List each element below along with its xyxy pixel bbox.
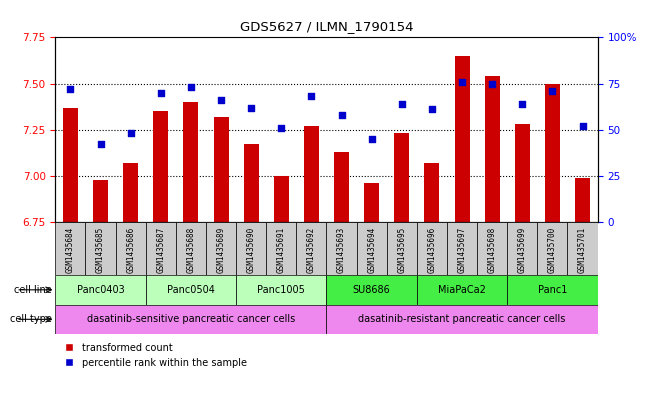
Point	[426, 106, 437, 112]
Bar	[184, 102, 199, 222]
Bar	[507, 275, 598, 305]
Bar	[326, 305, 598, 334]
Bar	[146, 275, 236, 305]
Point	[186, 84, 196, 90]
Bar	[296, 222, 326, 275]
Bar	[537, 222, 568, 275]
Point	[487, 81, 497, 87]
Bar	[304, 126, 319, 222]
Bar	[326, 222, 357, 275]
Point	[216, 97, 227, 103]
Bar	[417, 275, 507, 305]
Bar	[236, 275, 326, 305]
Bar	[93, 180, 108, 222]
Bar	[334, 152, 349, 222]
Point	[547, 88, 558, 94]
Point	[65, 86, 76, 92]
Bar	[153, 111, 169, 222]
Bar	[243, 145, 258, 222]
Text: GSM1435700: GSM1435700	[548, 226, 557, 272]
Text: GSM1435687: GSM1435687	[156, 226, 165, 272]
Text: GSM1435691: GSM1435691	[277, 226, 286, 272]
Bar	[357, 222, 387, 275]
Legend: transformed count, percentile rank within the sample: transformed count, percentile rank withi…	[60, 339, 251, 371]
Text: GDS5627 / ILMN_1790154: GDS5627 / ILMN_1790154	[240, 20, 413, 33]
Text: GSM1435694: GSM1435694	[367, 226, 376, 272]
Text: GSM1435685: GSM1435685	[96, 226, 105, 272]
Bar	[447, 222, 477, 275]
Bar	[568, 222, 598, 275]
Bar	[146, 222, 176, 275]
Text: dasatinib-resistant pancreatic cancer cells: dasatinib-resistant pancreatic cancer ce…	[358, 314, 566, 324]
Text: GSM1435699: GSM1435699	[518, 226, 527, 272]
Bar	[236, 222, 266, 275]
Text: GSM1435684: GSM1435684	[66, 226, 75, 272]
Bar	[266, 222, 296, 275]
Text: GSM1435686: GSM1435686	[126, 226, 135, 272]
Bar	[55, 275, 146, 305]
Text: Panc0504: Panc0504	[167, 285, 215, 295]
Bar	[575, 178, 590, 222]
Text: GSM1435696: GSM1435696	[428, 226, 436, 272]
Bar	[206, 222, 236, 275]
Text: GSM1435688: GSM1435688	[186, 226, 195, 272]
Point	[367, 136, 377, 142]
Bar	[515, 124, 530, 222]
Bar	[123, 163, 138, 222]
Text: dasatinib-sensitive pancreatic cancer cells: dasatinib-sensitive pancreatic cancer ce…	[87, 314, 295, 324]
Point	[276, 125, 286, 131]
Text: Panc1005: Panc1005	[257, 285, 305, 295]
Bar	[176, 222, 206, 275]
Bar	[484, 76, 500, 222]
Bar	[326, 275, 417, 305]
Bar	[424, 163, 439, 222]
Text: SU8686: SU8686	[353, 285, 391, 295]
Text: GSM1435697: GSM1435697	[458, 226, 467, 272]
Bar	[507, 222, 537, 275]
Text: GSM1435690: GSM1435690	[247, 226, 256, 272]
Point	[337, 112, 347, 118]
Text: GSM1435693: GSM1435693	[337, 226, 346, 272]
Bar	[116, 222, 146, 275]
Bar	[274, 176, 289, 222]
Text: cell type: cell type	[10, 314, 52, 324]
Point	[457, 79, 467, 85]
Point	[156, 90, 166, 96]
Bar	[55, 222, 85, 275]
Point	[577, 123, 588, 129]
Bar	[214, 117, 229, 222]
Point	[517, 101, 527, 107]
Text: GSM1435689: GSM1435689	[217, 226, 225, 272]
Point	[396, 101, 407, 107]
Bar	[417, 222, 447, 275]
Bar	[477, 222, 507, 275]
Text: Panc0403: Panc0403	[77, 285, 124, 295]
Bar	[395, 133, 409, 222]
Bar	[387, 222, 417, 275]
Bar	[63, 108, 78, 222]
Text: GSM1435698: GSM1435698	[488, 226, 497, 272]
Point	[306, 93, 316, 99]
Text: cell line: cell line	[14, 285, 52, 295]
Point	[126, 130, 136, 136]
Bar	[454, 56, 469, 222]
Text: GSM1435695: GSM1435695	[397, 226, 406, 272]
Bar	[85, 222, 116, 275]
Text: GSM1435692: GSM1435692	[307, 226, 316, 272]
Bar	[364, 183, 379, 222]
Bar	[55, 305, 326, 334]
Text: Panc1: Panc1	[538, 285, 567, 295]
Point	[246, 105, 256, 111]
Bar	[545, 84, 560, 222]
Point	[95, 141, 105, 148]
Text: GSM1435701: GSM1435701	[578, 226, 587, 272]
Text: MiaPaCa2: MiaPaCa2	[438, 285, 486, 295]
